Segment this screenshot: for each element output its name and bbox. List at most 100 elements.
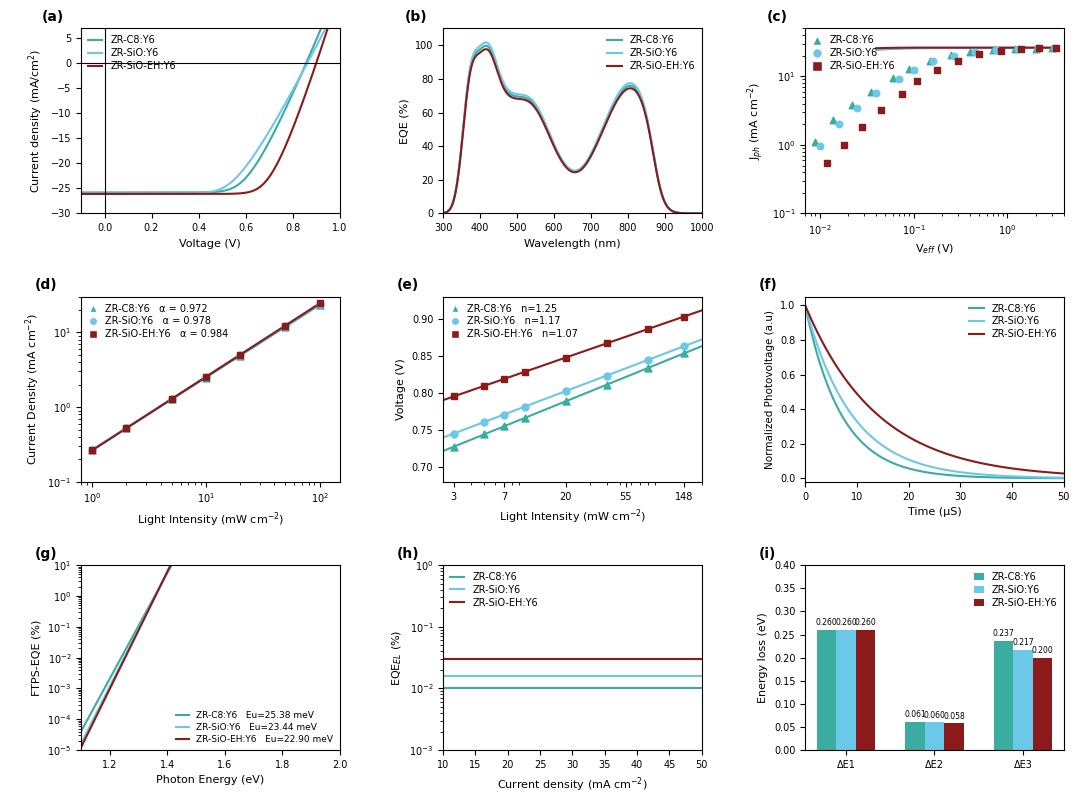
Text: (e): (e) xyxy=(396,278,419,292)
Point xyxy=(118,422,135,435)
Point xyxy=(231,348,248,361)
Point xyxy=(118,422,135,435)
Point xyxy=(83,444,100,457)
Point xyxy=(83,444,100,457)
Point xyxy=(276,319,294,332)
Point xyxy=(971,48,988,61)
Point xyxy=(890,73,907,86)
Text: (b): (b) xyxy=(404,10,427,24)
Point xyxy=(1010,42,1027,55)
Point xyxy=(831,118,848,131)
Point xyxy=(675,340,692,353)
Point xyxy=(276,320,294,333)
Point xyxy=(231,350,248,363)
Point xyxy=(961,45,978,58)
Point xyxy=(496,372,513,385)
Legend: ZR-C8:Y6   α = 0.972, ZR-SiO:Y6   α = 0.978, ZR-SiO-EH:Y6   α = 0.984: ZR-C8:Y6 α = 0.972, ZR-SiO:Y6 α = 0.978,… xyxy=(86,302,230,341)
Text: 0.260: 0.260 xyxy=(835,618,856,627)
Point xyxy=(929,63,946,76)
Point xyxy=(516,400,534,413)
Point xyxy=(921,54,939,67)
Point xyxy=(496,420,513,433)
Point xyxy=(557,395,575,408)
Point xyxy=(942,49,959,62)
Point xyxy=(1029,42,1047,55)
Point xyxy=(908,75,926,88)
Y-axis label: Energy loss (eV): Energy loss (eV) xyxy=(758,612,768,703)
Y-axis label: Current density (mA/cm$^2$): Current density (mA/cm$^2$) xyxy=(27,49,45,193)
Point xyxy=(276,320,294,333)
Bar xyxy=(855,630,875,750)
Text: 0.260: 0.260 xyxy=(815,618,837,627)
Text: (i): (i) xyxy=(758,547,777,560)
Y-axis label: Current Density (mA cm$^{-2}$): Current Density (mA cm$^{-2}$) xyxy=(24,313,42,466)
Point xyxy=(862,85,879,98)
Text: 0.217: 0.217 xyxy=(1012,638,1034,647)
Point xyxy=(516,365,534,378)
Point xyxy=(639,354,657,367)
Y-axis label: EQE$_{EL}$ (%): EQE$_{EL}$ (%) xyxy=(390,629,404,686)
Point xyxy=(885,71,902,84)
Point xyxy=(163,393,180,406)
Point xyxy=(905,63,922,76)
Y-axis label: Normalized Photovoltage (a.u): Normalized Photovoltage (a.u) xyxy=(765,310,774,469)
Point xyxy=(475,415,492,428)
Point xyxy=(675,347,692,360)
Legend: ZR-C8:Y6   Eu=25.38 meV, ZR-SiO:Y6   Eu=23.44 meV, ZR-SiO-EH:Y6   Eu=22.90 meV: ZR-C8:Y6 Eu=25.38 meV, ZR-SiO:Y6 Eu=23.4… xyxy=(174,710,335,745)
Point xyxy=(901,62,918,75)
Point xyxy=(598,337,616,350)
Point xyxy=(445,390,462,403)
Text: (h): (h) xyxy=(396,547,419,560)
Point xyxy=(1047,41,1064,54)
Point xyxy=(163,393,180,406)
Point xyxy=(1030,41,1048,54)
Text: (f): (f) xyxy=(758,278,778,292)
Point xyxy=(311,297,328,310)
Point xyxy=(835,139,852,152)
Text: 0.237: 0.237 xyxy=(993,629,1014,637)
Point xyxy=(807,135,824,148)
Point xyxy=(949,54,967,67)
Text: 0.060: 0.060 xyxy=(923,710,945,719)
Point xyxy=(811,140,828,153)
Point xyxy=(445,427,462,440)
Text: 0.058: 0.058 xyxy=(943,711,964,720)
Y-axis label: FTPS-EQE (%): FTPS-EQE (%) xyxy=(31,620,41,696)
Legend: ZR-C8:Y6, ZR-SiO:Y6, ZR-SiO-EH:Y6: ZR-C8:Y6, ZR-SiO:Y6, ZR-SiO-EH:Y6 xyxy=(967,302,1058,341)
X-axis label: Voltage (V): Voltage (V) xyxy=(179,238,241,249)
Point xyxy=(496,408,513,421)
Legend: ZR-C8:Y6   n=1.25, ZR-SiO:Y6   n=1.17, ZR-SiO-EH:Y6   n=1.07: ZR-C8:Y6 n=1.25, ZR-SiO:Y6 n=1.17, ZR-Si… xyxy=(448,302,580,341)
Point xyxy=(311,297,328,310)
Bar xyxy=(1032,658,1052,750)
Y-axis label: J$_{ph}$ (mA cm$^{-2}$): J$_{ph}$ (mA cm$^{-2}$) xyxy=(745,82,766,160)
Legend: ZR-C8:Y6, ZR-SiO:Y6, ZR-SiO-EH:Y6: ZR-C8:Y6, ZR-SiO:Y6, ZR-SiO-EH:Y6 xyxy=(448,570,540,610)
Y-axis label: EQE (%): EQE (%) xyxy=(400,98,409,144)
Point xyxy=(1007,43,1024,56)
Bar xyxy=(994,641,1013,750)
Bar xyxy=(1013,650,1032,750)
Point xyxy=(1048,41,1065,54)
Point xyxy=(1043,42,1061,55)
X-axis label: Current density (mA cm$^{-2}$): Current density (mA cm$^{-2}$) xyxy=(497,775,648,794)
Point xyxy=(1012,43,1029,56)
Point xyxy=(163,393,180,406)
Point xyxy=(984,44,1001,57)
Point xyxy=(598,369,616,382)
Point xyxy=(198,371,215,384)
Point xyxy=(198,371,215,384)
Point xyxy=(639,323,657,336)
Point xyxy=(311,298,328,311)
Point xyxy=(231,348,248,361)
Legend: ZR-C8:Y6, ZR-SiO:Y6, ZR-SiO-EH:Y6: ZR-C8:Y6, ZR-SiO:Y6, ZR-SiO-EH:Y6 xyxy=(972,570,1058,610)
Point xyxy=(516,411,534,424)
Point xyxy=(867,86,885,99)
Legend: ZR-C8:Y6, ZR-SiO:Y6, ZR-SiO-EH:Y6: ZR-C8:Y6, ZR-SiO:Y6, ZR-SiO-EH:Y6 xyxy=(605,33,697,73)
X-axis label: Light Intensity (mW cm$^{-2}$): Light Intensity (mW cm$^{-2}$) xyxy=(137,511,284,530)
Point xyxy=(924,55,942,68)
Point xyxy=(987,44,1004,57)
Point xyxy=(598,378,616,391)
Point xyxy=(1027,42,1044,55)
Point xyxy=(967,45,984,58)
Point xyxy=(853,121,870,134)
Text: 0.061: 0.061 xyxy=(904,710,926,719)
